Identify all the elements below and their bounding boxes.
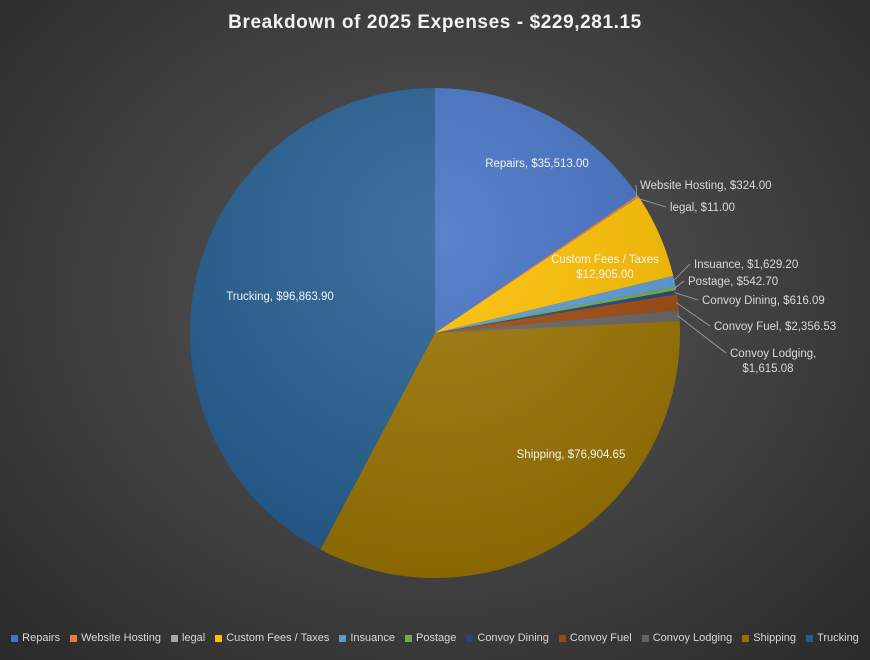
pie-chart: Repairs, $35,513.00 Custom Fees / Taxes $1… xyxy=(190,88,836,578)
chart-title: Breakdown of 2025 Expenses - $229,281.15 xyxy=(228,12,642,33)
legend-label-convoy-lodging: Convoy Lodging xyxy=(652,632,733,644)
legend-label-trucking: Trucking xyxy=(817,632,859,644)
leader-line-insuance xyxy=(672,263,691,283)
leader-line-convoy-dining xyxy=(674,292,699,301)
legend-item-shipping: Shipping xyxy=(742,632,796,644)
legend-swatch-repairs xyxy=(11,634,19,642)
data-label-convoy-lodging-value: $1,615.08 xyxy=(742,363,793,375)
legend-item-repairs: Repairs xyxy=(11,632,60,644)
data-label-repairs: Repairs, $35,513.00 xyxy=(485,158,589,170)
legend-swatch-website-hosting xyxy=(70,634,78,642)
legend-swatch-trucking xyxy=(806,634,814,642)
legend-item-website-hosting: Website Hosting xyxy=(70,632,161,644)
data-label-insuance: Insuance, $1,629.20 xyxy=(694,259,798,271)
legend-item-trucking: Trucking xyxy=(806,632,859,644)
data-label-convoy-lodging-name: Convoy Lodging, xyxy=(730,348,816,360)
legend-label-insuance: Insuance xyxy=(350,632,395,644)
data-label-website-hosting: Website Hosting, $324.00 xyxy=(640,180,771,192)
legend-item-legal: legal xyxy=(170,632,206,644)
legend-item-postage: Postage xyxy=(405,632,456,644)
leader-line-postage xyxy=(673,280,685,290)
data-label-convoy-dining: Convoy Dining, $616.09 xyxy=(702,295,825,307)
legend-swatch-convoy-fuel xyxy=(558,634,566,642)
legend-item-convoy-dining: Convoy Dining xyxy=(466,632,549,644)
legend-item-convoy-fuel: Convoy Fuel xyxy=(558,632,632,644)
data-label-custom-fees-taxes-name: Custom Fees / Taxes xyxy=(551,254,659,266)
legend-label-repairs: Repairs xyxy=(22,632,61,644)
legend-swatch-shipping xyxy=(742,634,750,642)
data-label-legal: legal, $11.00 xyxy=(670,202,735,214)
legend-label-legal: legal xyxy=(181,632,206,644)
legend-item-insuance: Insuance xyxy=(339,632,395,644)
data-label-postage: Postage, $542.70 xyxy=(688,276,778,288)
legend-swatch-insuance xyxy=(339,634,347,642)
leader-line-convoy-fuel xyxy=(675,302,711,327)
leader-line-convoy-lodging xyxy=(677,315,727,354)
legend-swatch-postage xyxy=(405,634,412,642)
legend-swatch-convoy-dining xyxy=(466,634,474,642)
data-label-custom-fees-taxes-value: $12,905.00 xyxy=(576,269,634,281)
legend-label-convoy-dining: Convoy Dining xyxy=(477,632,549,644)
data-label-shipping: Shipping, $76,904.65 xyxy=(517,449,626,461)
legend-swatch-legal xyxy=(170,634,178,642)
legend-label-convoy-fuel: Convoy Fuel xyxy=(569,632,632,644)
legend-label-custom-fees-taxes: Custom Fees / Taxes xyxy=(226,632,330,644)
legend-item-custom-fees-taxes: Custom Fees / Taxes xyxy=(215,632,329,644)
legend-swatch-custom-fees-taxes xyxy=(215,634,223,642)
legend-swatch-convoy-lodging xyxy=(641,634,649,642)
leader-line-legal xyxy=(636,197,667,208)
legend-label-website-hosting: Website Hosting xyxy=(81,632,161,644)
legend: Repairs Website Hosting legal Custom Fees /… xyxy=(0,632,870,644)
legend-label-shipping: Shipping xyxy=(753,632,797,644)
data-label-trucking: Trucking, $96,863.90 xyxy=(226,291,334,303)
data-label-convoy-fuel: Convoy Fuel, $2,356.53 xyxy=(714,321,836,333)
legend-item-convoy-lodging: Convoy Lodging xyxy=(641,632,733,644)
legend-label-postage: Postage xyxy=(416,632,457,644)
